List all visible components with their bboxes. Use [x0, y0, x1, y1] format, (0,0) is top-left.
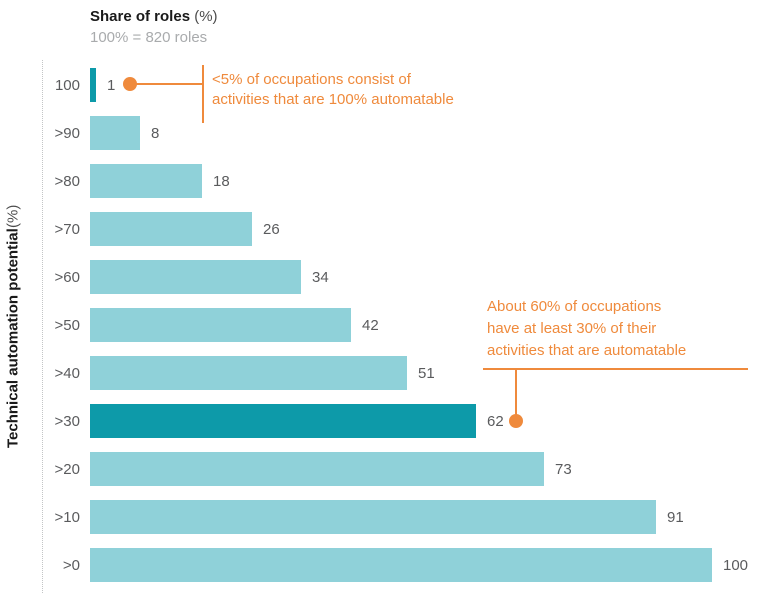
bar	[90, 116, 140, 150]
category-label: >80	[54, 172, 80, 190]
chart-subtitle: 100% = 820 roles	[90, 29, 208, 46]
category-label: >30	[54, 412, 80, 430]
category-label: >50	[54, 316, 80, 334]
chart-row: >40 51	[0, 349, 782, 397]
category-label: 100	[54, 76, 80, 94]
category-label: >20	[54, 460, 80, 478]
chart-row: >60 34	[0, 253, 782, 301]
bar	[90, 356, 407, 390]
bar	[90, 404, 476, 438]
category-label: >90	[54, 124, 80, 142]
value-label: 8	[151, 124, 160, 142]
annotation-text: <5% of occupations consist of activities…	[212, 71, 454, 108]
value-label: 73	[555, 460, 572, 478]
bar	[90, 164, 202, 198]
category-label: >0	[62, 556, 80, 574]
chart-row: >70 26	[0, 205, 782, 253]
chart-title-unit: (%)	[190, 8, 218, 25]
bar	[90, 260, 301, 294]
category-label: >70	[54, 220, 80, 238]
chart-row: >30 62	[0, 397, 782, 445]
chart-row: >80 18	[0, 157, 782, 205]
annotation-connector-line	[133, 83, 203, 85]
category-label: >40	[54, 364, 80, 382]
annotation-leader-line	[202, 65, 204, 123]
value-label: 26	[263, 220, 280, 238]
value-label: 42	[362, 316, 379, 334]
bar	[90, 308, 351, 342]
chart-row: >10 91	[0, 493, 782, 541]
value-label: 51	[418, 364, 435, 382]
chart-row: >90 8	[0, 109, 782, 157]
annotation-text: About 60% of occupations have at least 3…	[487, 298, 687, 359]
bar	[90, 68, 96, 102]
bar	[90, 500, 656, 534]
bar	[90, 452, 544, 486]
value-label: 100	[723, 556, 749, 574]
chart-row: >20 73	[0, 445, 782, 493]
category-label: >10	[54, 508, 80, 526]
value-label: 91	[667, 508, 684, 526]
annotation-leader-line	[515, 369, 517, 416]
chart-row: >50 42	[0, 301, 782, 349]
value-label: 18	[213, 172, 230, 190]
annotation-dot	[509, 414, 523, 428]
bar	[90, 548, 712, 582]
y-axis-line	[42, 60, 43, 593]
value-label: 1	[107, 76, 116, 94]
annotation-dot	[123, 77, 137, 91]
value-label: 62	[487, 412, 504, 430]
value-label: 34	[312, 268, 329, 286]
chart-title: Share of roles (%)	[90, 8, 218, 25]
chart-row: >0 100	[0, 541, 782, 589]
chart-row: 100 1	[0, 61, 782, 109]
bar-chart-rows: 100 1 >90 8 >80 18 >70 26 >60 34 >50 42 >40 51 >30 62 >2…	[0, 61, 782, 589]
bar	[90, 212, 252, 246]
annotation-connector-line	[483, 368, 748, 370]
category-label: >60	[54, 268, 80, 286]
chart-title-main: Share of roles	[90, 8, 191, 25]
